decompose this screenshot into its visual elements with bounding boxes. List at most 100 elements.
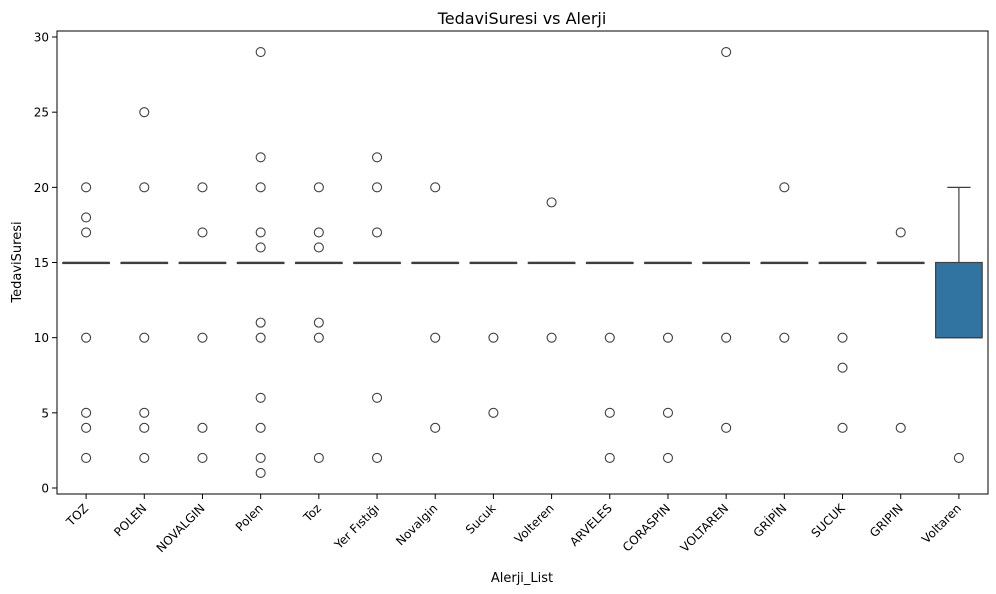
box-10 [644,261,692,463]
y-tick-label: 25 [34,106,49,120]
outlier-point [371,227,383,238]
outlier-point [837,422,848,433]
outlier-point [895,227,906,238]
box-2 [178,182,227,463]
outlier-point [895,422,906,433]
box-11 [702,46,751,433]
outlier-point [81,212,92,223]
box-3 [236,46,285,479]
box-4 [294,182,343,463]
outlier-point [546,332,557,343]
outlier-point [721,332,732,343]
y-tick-label: 5 [41,406,49,420]
outlier-point [313,332,324,343]
y-tick-label: 10 [34,331,49,345]
outlier-point [255,467,266,479]
outlier-point [197,182,208,193]
x-tick-label: VOLTAREN [678,501,732,555]
outlier-point [197,422,208,433]
y-tick-label: 20 [34,181,49,195]
outlier-point [488,332,499,343]
box-9 [585,261,634,463]
x-tick-label: NOVALGIN [154,501,208,555]
outlier-point [81,332,92,343]
outlier-point [371,392,383,403]
outlier-point [255,242,266,253]
x-tick-label: Toz [300,501,324,525]
x-tick-label: Sucuk [463,501,499,537]
x-tick-label: Novalgin [393,501,440,548]
outlier-point [255,46,266,58]
x-axis-label: Alerji_List [491,571,553,586]
x-tick-label: Voltaren [919,501,964,546]
outlier-point [255,152,266,163]
outlier-point [430,422,441,433]
outlier-point [255,317,266,328]
plot-area [62,46,983,479]
outlier-point [662,452,674,463]
outlier-point [139,107,150,118]
outlier-point [255,227,266,238]
outlier-point [255,332,266,343]
y-tick-label: 30 [34,31,49,45]
outlier-point [604,407,615,418]
x-axis: TOZ POLEN NOVALGIN Polen Toz Yer Fıstığı Noval… [63,494,964,555]
y-tick-label: 15 [34,256,49,270]
outlier-point [546,197,557,208]
box-12 [760,182,809,343]
outlier-point [139,182,150,193]
outlier-point [81,407,92,418]
outlier-point [81,422,92,433]
outlier-point [313,452,324,463]
outlier-point [604,452,615,463]
x-tick-label: Yer Fıstığı [331,501,382,552]
box-14 [876,227,925,433]
outlier-point [313,227,324,238]
outlier-point [430,332,441,343]
outlier-point [837,362,848,373]
y-axis-label: TedaviSuresi [10,221,25,303]
x-tick-label: Polen [233,501,266,534]
outlier-point [721,422,732,433]
x-tick-label: ARVELES [567,501,615,549]
box-8 [527,197,576,343]
x-tick-label: Volteren [512,501,557,546]
box-body [935,261,983,339]
outlier-point [662,407,674,418]
box-0 [62,182,110,463]
box-15 [935,186,983,463]
outlier-point [604,332,615,343]
outlier-point [197,227,208,238]
outlier-point [255,392,266,403]
outlier-point [371,452,383,463]
chart-title: TedaviSuresi vs Alerji [437,9,607,28]
outlier-point [953,452,964,463]
outlier-point [779,182,790,193]
y-tick-label: 0 [41,481,49,495]
outlier-point [313,242,324,253]
box-7 [469,261,518,418]
y-axis: 0 5 10 15 20 25 30 [34,31,57,495]
outlier-point [81,182,92,193]
outlier-point [81,452,92,463]
outlier-point [488,407,499,418]
outlier-point [255,422,266,433]
x-tick-label: SUCUK [808,500,848,540]
outlier-point [837,332,848,343]
outlier-point [139,407,150,418]
x-tick-label: GRIPIN [867,501,906,540]
outlier-point [313,182,324,193]
outlier-point [255,182,266,193]
outlier-point [662,332,674,343]
outlier-point [81,227,92,238]
x-tick-label: TOZ [63,501,91,529]
outlier-point [371,182,383,193]
box-13 [818,261,867,433]
x-tick-label: CORASPIN [620,501,673,554]
box-5 [353,152,401,463]
x-tick-label: POLEN [111,501,149,539]
outlier-point [255,452,266,463]
outlier-point [197,452,208,463]
box-1 [120,107,169,463]
